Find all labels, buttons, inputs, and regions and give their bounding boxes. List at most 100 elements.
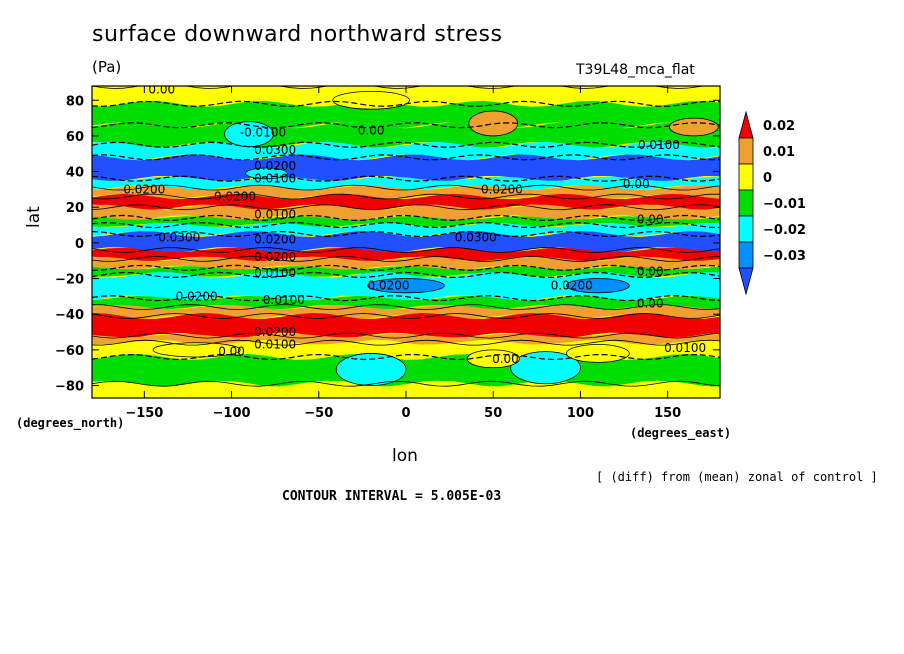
contour-line-2 bbox=[92, 122, 720, 129]
colorbar-swatch-4 bbox=[738, 215, 754, 243]
contour-line-4 bbox=[92, 154, 720, 161]
contour-band-7 bbox=[92, 193, 720, 210]
contour-anomaly-8 bbox=[152, 342, 241, 358]
contour-line-9 bbox=[92, 214, 720, 222]
contour-label-0: 0.00 bbox=[148, 83, 175, 97]
contour-label-23: 0.00 bbox=[637, 297, 664, 311]
contour-band-8 bbox=[92, 204, 720, 221]
contour-line-6 bbox=[92, 184, 720, 191]
colorbar-label-2: 0 bbox=[763, 171, 772, 186]
contour-line-11 bbox=[92, 230, 720, 238]
contour-label-24: 0.0200 bbox=[254, 325, 296, 339]
contour-band-9 bbox=[92, 216, 720, 227]
contour-label-5: 0.0100 bbox=[254, 172, 296, 186]
contour-label-20: 0.0200 bbox=[551, 279, 593, 293]
contour-line-7 bbox=[92, 193, 720, 200]
x-axis-label: lon bbox=[392, 446, 418, 466]
contour-lines bbox=[92, 86, 720, 387]
contour-label-26: 0.00 bbox=[218, 345, 245, 359]
contour-label-12: 0.00 bbox=[637, 213, 664, 227]
y-tick-label-8: −80 bbox=[55, 380, 84, 395]
colorbar-label-3: −0.01 bbox=[763, 197, 806, 212]
contour-anomaly-1 bbox=[669, 117, 719, 137]
colorbar-swatch-6 bbox=[738, 267, 754, 296]
contour-band-10 bbox=[92, 222, 720, 237]
y-tick-label-1: 60 bbox=[66, 130, 84, 145]
x-tick-label-3: 0 bbox=[401, 406, 410, 421]
y-tick-label-4: 0 bbox=[75, 237, 84, 252]
y-tick-label-5: −20 bbox=[55, 273, 84, 288]
contour-anomaly-7 bbox=[566, 344, 630, 363]
contour-line-10 bbox=[92, 221, 720, 229]
contour-interval: CONTOUR INTERVAL = 5.005E-03 bbox=[282, 489, 502, 504]
difference-note: [ (diff) from (mean) zonal of control ] bbox=[596, 470, 878, 484]
contour-anomaly-3 bbox=[332, 90, 410, 110]
colorbar-swatch-5 bbox=[738, 241, 754, 269]
contour-line-3 bbox=[92, 141, 720, 148]
colorbar: 0.02 0.01 0 −0.01 −0.02 −0.03 bbox=[738, 110, 806, 296]
contour-labels: 0.00-0.0100 0.000.03000.02000.01000.02000… bbox=[123, 83, 706, 366]
colorbar-label-4: −0.02 bbox=[763, 223, 806, 238]
y-tick-label-7: −60 bbox=[55, 344, 84, 359]
contour-label-22: 0.0100 bbox=[263, 293, 305, 307]
colorbar-swatch-1 bbox=[738, 137, 754, 165]
contour-line-12 bbox=[92, 247, 720, 253]
contour-label-6: 0.0200 bbox=[123, 182, 165, 196]
contour-line-17 bbox=[92, 304, 720, 311]
contour-line-20 bbox=[92, 339, 720, 346]
y-axis-units: (degrees_north) bbox=[16, 416, 125, 430]
contour-band-17 bbox=[92, 305, 720, 319]
contour-anomaly-5 bbox=[510, 351, 581, 385]
contour-label-13: 0.0300 bbox=[158, 231, 200, 245]
colorbar-swatch-0 bbox=[738, 110, 754, 139]
y-tick-label-0: 80 bbox=[66, 94, 84, 109]
contour-line-13 bbox=[92, 255, 720, 262]
contour-label-4: 0.0200 bbox=[254, 159, 296, 173]
contour-label-18: 0.00 bbox=[637, 264, 664, 278]
contour-line-19 bbox=[92, 332, 720, 339]
contour-label-19: 0.0200 bbox=[368, 279, 410, 293]
contour-anomaly-9 bbox=[367, 278, 445, 294]
contour-label-14: 0.0200 bbox=[254, 232, 296, 246]
contour-anomaly-0 bbox=[468, 110, 519, 137]
x-tick-label-6: 150 bbox=[654, 406, 681, 421]
contour-label-28: 0.00 bbox=[492, 352, 519, 366]
contour-line-14 bbox=[92, 264, 720, 271]
y-tick-label-6: −40 bbox=[55, 308, 84, 323]
contour-band-11 bbox=[92, 231, 720, 253]
y-tick-label-2: 40 bbox=[66, 166, 84, 181]
contour-band-12 bbox=[92, 247, 720, 261]
contour-anomaly-10 bbox=[566, 278, 630, 294]
axis-ticks: −150 −100 −50 0 50 100 150 80 60 40 20 0 −20 −40 −60 −8… bbox=[55, 86, 720, 421]
x-axis-units: (degrees_east) bbox=[630, 426, 732, 440]
contour-label-17: 0.0100 bbox=[254, 266, 296, 280]
contour-line-8 bbox=[92, 204, 720, 211]
x-tick-label-5: 100 bbox=[567, 406, 594, 421]
x-tick-label-2: −50 bbox=[304, 406, 333, 421]
contour-label-10: 0.00 bbox=[623, 177, 650, 191]
contour-anomaly-4 bbox=[335, 353, 407, 386]
colorbar-label-1: 0.01 bbox=[763, 145, 795, 160]
contour-band-14 bbox=[92, 266, 720, 277]
contour-label-7: 0.0200 bbox=[214, 190, 256, 204]
contour-line-18 bbox=[92, 313, 720, 319]
contour-label-15: 0.0300 bbox=[455, 231, 497, 245]
colorbar-swatch-3 bbox=[738, 189, 754, 217]
x-tick-label-1: −100 bbox=[213, 406, 251, 421]
contour-label-3: 0.0300 bbox=[254, 143, 296, 157]
contour-label-21: 0.0200 bbox=[176, 289, 218, 303]
contour-label-9: 0.0100 bbox=[638, 138, 680, 152]
contour-label-11: 0.0100 bbox=[254, 207, 296, 221]
contour-line-21 bbox=[92, 353, 720, 361]
colorbar-label-0: 0.02 bbox=[763, 119, 795, 134]
colorbar-label-5: −0.03 bbox=[763, 249, 806, 264]
contour-line-15 bbox=[92, 271, 720, 279]
chart-units: (Pa) bbox=[92, 58, 122, 76]
contour-line-16 bbox=[92, 295, 720, 302]
chart-title: surface downward northward stress bbox=[92, 22, 503, 47]
x-tick-label-0: −150 bbox=[125, 406, 163, 421]
contour-line-1 bbox=[92, 100, 720, 107]
y-tick-label-3: 20 bbox=[66, 201, 84, 216]
contour-label-16: 0.0200 bbox=[254, 250, 296, 264]
